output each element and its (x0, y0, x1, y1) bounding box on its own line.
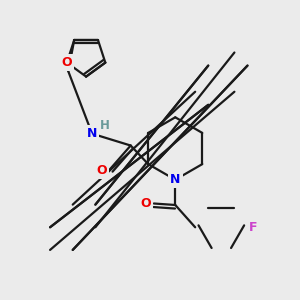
Text: O: O (96, 164, 107, 177)
Text: O: O (61, 56, 72, 69)
Text: F: F (249, 221, 258, 234)
Text: N: N (87, 127, 97, 140)
Text: N: N (170, 173, 181, 186)
Text: O: O (140, 197, 151, 210)
Text: H: H (100, 119, 110, 132)
